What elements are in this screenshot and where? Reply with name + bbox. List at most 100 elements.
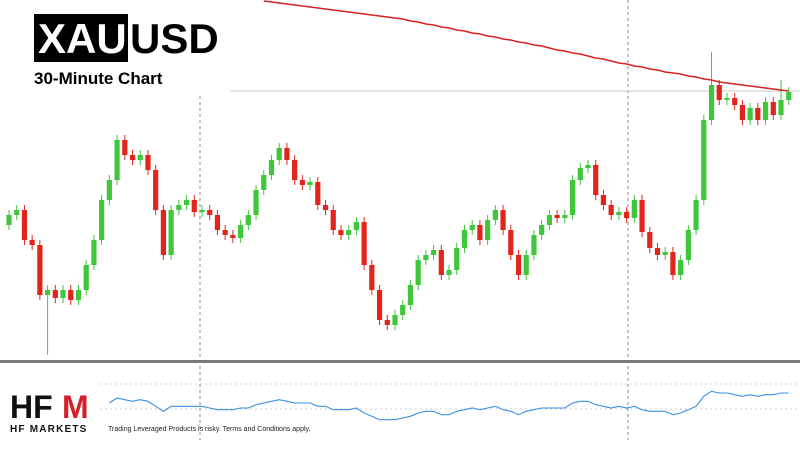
candle-body (647, 232, 653, 248)
candle-body (191, 200, 197, 212)
candle-body (786, 92, 792, 100)
candle-body (508, 230, 514, 255)
candle-body (369, 265, 375, 290)
candle-body (624, 212, 630, 218)
candle-body (554, 215, 560, 218)
candle-body (29, 240, 35, 245)
symbol-quote: USD (130, 15, 219, 62)
candle-body (6, 215, 12, 225)
candle-body (176, 205, 182, 210)
candle-body (762, 102, 769, 120)
moving-average (263, 0, 789, 92)
logo-hf: HF (10, 389, 53, 425)
candle-body (168, 210, 174, 255)
candle-body (52, 290, 58, 298)
candle-body (137, 155, 143, 160)
candle-body (631, 200, 637, 218)
candle-body (438, 250, 444, 275)
candle-body (608, 205, 614, 215)
candle-body (276, 148, 282, 160)
candle-body (91, 240, 97, 265)
candle-body (500, 210, 506, 230)
candle-body (485, 220, 491, 240)
candle-body (778, 100, 784, 115)
candle-body (755, 108, 761, 120)
candle-body (322, 205, 329, 210)
candle-body (284, 148, 290, 160)
candle-body (577, 168, 583, 180)
candle-body (122, 140, 128, 155)
candle-body (477, 225, 483, 240)
candle-body (400, 305, 406, 315)
candle-body (515, 255, 522, 275)
candle-body (492, 210, 498, 220)
candle-body (353, 222, 359, 230)
candle-body (546, 215, 552, 225)
candle-body (129, 155, 136, 160)
candle-body (600, 195, 607, 205)
candle-body (114, 140, 120, 180)
candle-body (654, 248, 661, 255)
candle-body (732, 98, 738, 105)
candle-body (461, 230, 468, 248)
candle-body (446, 270, 452, 275)
candle-body (207, 210, 213, 215)
candle-body (230, 235, 236, 238)
symbol-base: XAU (38, 15, 127, 62)
candle-body (199, 210, 205, 212)
candle-body (392, 315, 398, 325)
candle-body (68, 290, 74, 300)
candle-body (376, 290, 383, 320)
candle-body (307, 182, 313, 185)
candle-body (21, 210, 28, 240)
candle-body (415, 260, 421, 285)
candle-body (747, 108, 753, 120)
candle-body (616, 212, 622, 215)
candle-body (245, 215, 251, 225)
candle-body (685, 230, 691, 260)
candle-body (539, 225, 545, 235)
candle-body (14, 210, 20, 215)
candle-body (562, 215, 568, 218)
candle-body (407, 285, 414, 305)
candle-body (585, 165, 591, 168)
symbol-box (34, 14, 128, 62)
candle-body (37, 245, 43, 295)
candle-body (253, 190, 259, 215)
candle-body (678, 260, 684, 275)
candle-body (569, 180, 576, 215)
candle-body (60, 290, 66, 298)
candle-body (531, 235, 537, 255)
candle-body (299, 180, 305, 185)
panel-separator (0, 360, 800, 363)
candle-body (45, 290, 51, 295)
candle-body (315, 182, 321, 205)
candle-body (145, 155, 151, 170)
candle-body (238, 225, 244, 238)
logo-m: M (62, 389, 89, 425)
candle-body (384, 320, 390, 325)
candle-body (338, 230, 344, 235)
candle-body (153, 170, 159, 210)
candle-body (770, 102, 776, 115)
candle-body (739, 105, 745, 120)
candle-body (214, 215, 221, 230)
candle-body (523, 255, 529, 275)
candle-body (724, 98, 730, 100)
candle-body (361, 222, 367, 265)
candle-body (469, 225, 475, 230)
candle-body (431, 250, 437, 255)
candle-body (183, 200, 190, 205)
candle-body (716, 85, 722, 100)
candle-body (454, 248, 460, 270)
logo-backdrop (0, 375, 100, 445)
subtitle: 30-Minute Chart (34, 69, 163, 88)
candle-body (75, 290, 82, 300)
candle-body (701, 120, 707, 200)
candle-body (330, 210, 336, 230)
candle-body (83, 265, 89, 290)
candle-body (423, 255, 429, 260)
candle-body (662, 252, 668, 255)
candle-body (593, 165, 599, 195)
